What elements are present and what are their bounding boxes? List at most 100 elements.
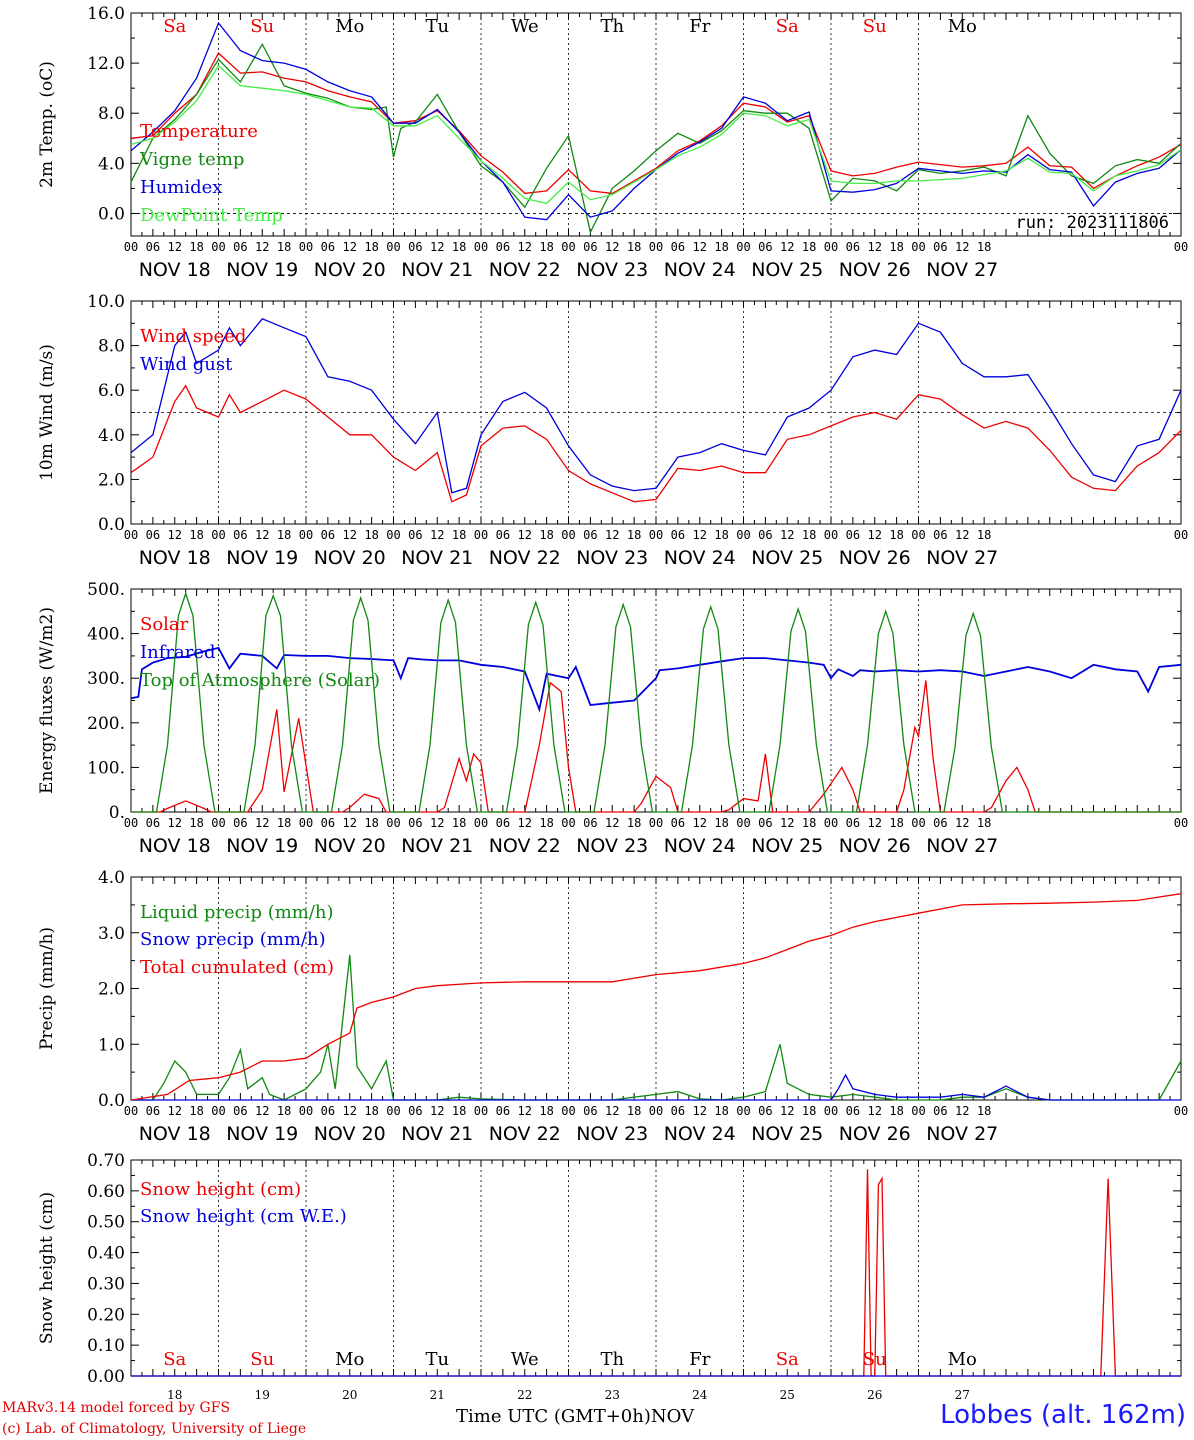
hour-tick-label: 18 (189, 528, 203, 542)
series-line-green (131, 591, 1181, 813)
hour-tick-label: 06 (408, 816, 422, 830)
y-tick-label: 8.0 (98, 337, 125, 357)
hour-tick-label: 06 (933, 816, 947, 830)
hour-tick-label: 18 (189, 816, 203, 830)
y-tick-label: 4.0 (98, 868, 125, 888)
hour-tick-label: 06 (496, 240, 510, 254)
day-number-label: 24 (692, 1388, 708, 1402)
date-label: NOV 19 (226, 547, 298, 569)
hour-tick-label: 06 (496, 528, 510, 542)
y-tick-label: 4.0 (98, 154, 125, 174)
hour-tick-label: 00 (561, 1104, 575, 1118)
hour-tick-label: 18 (364, 1104, 378, 1118)
hour-tick-label: 12 (430, 240, 444, 254)
hour-tick-label: 00 (911, 816, 925, 830)
series-line-green (130, 42, 1182, 235)
series-line-red (130, 893, 1182, 1101)
weekday-label: Mo (948, 1349, 977, 1370)
date-label: NOV 25 (751, 1123, 823, 1145)
date-label: NOV 26 (839, 1123, 911, 1145)
y-tick-label: 12.0 (87, 54, 125, 74)
legend-entry: Wind gust (140, 354, 233, 375)
hour-tick-label: 00 (386, 528, 400, 542)
date-label: NOV 22 (489, 835, 561, 857)
hour-tick-label: 00 (124, 528, 138, 542)
hour-tick-label: 18 (889, 1104, 903, 1118)
hour-tick-label: 00 (299, 816, 313, 830)
series-line-blue (130, 318, 1182, 494)
hour-tick-label: 12 (780, 528, 794, 542)
hour-tick-label: 12 (868, 1104, 882, 1118)
hour-tick-label: 00 (911, 240, 925, 254)
hour-tick-label: 18 (714, 1104, 728, 1118)
y-tick-label: 0.20 (87, 1305, 125, 1325)
hour-tick-label: 06 (408, 528, 422, 542)
hour-tick-label: 00 (824, 528, 838, 542)
hour-tick-label: 00 (299, 1104, 313, 1118)
hour-tick-label: 06 (321, 240, 335, 254)
hour-tick-label: 18 (802, 528, 816, 542)
hour-tick-label: 06 (583, 240, 597, 254)
y-axis-label: 10m Wind (m/s) (37, 344, 57, 481)
weekday-label: Fr (689, 16, 710, 37)
weekday-label: Mo (335, 1349, 364, 1370)
hour-tick-label: 00 (911, 528, 925, 542)
legend-entry: Vigne temp (139, 149, 244, 170)
day-number-label: 23 (605, 1388, 620, 1402)
hour-tick-label: 12 (955, 816, 969, 830)
hour-tick-label: 12 (518, 528, 532, 542)
weekday-label: Su (863, 16, 887, 37)
hour-tick-label: 18 (627, 816, 641, 830)
weekday-label: Mo (948, 16, 977, 37)
y-axis-label: Energy fluxes (W/m2) (37, 607, 57, 794)
date-label: NOV 23 (576, 259, 648, 281)
series-line-lightgreen (130, 64, 1182, 205)
y-tick-label: 10.0 (87, 292, 125, 312)
hour-tick-label: 18 (977, 240, 991, 254)
weekday-label: Fr (689, 1349, 710, 1370)
date-label: NOV 26 (839, 835, 911, 857)
hour-tick-label: 12 (693, 528, 707, 542)
date-label: NOV 23 (576, 547, 648, 569)
legend-entry: Wind speed (140, 326, 246, 347)
hour-tick-label: 12 (605, 240, 619, 254)
hour-tick-label: 06 (496, 816, 510, 830)
date-label: NOV 22 (489, 547, 561, 569)
hour-tick-label: 00 (386, 240, 400, 254)
hour-tick-label: 00 (561, 528, 575, 542)
hour-tick-label: 18 (977, 1104, 991, 1118)
hour-tick-label: 12 (605, 816, 619, 830)
hour-tick-label: 12 (430, 816, 444, 830)
time-axis-title: Time UTC (GMT+0h) (456, 1406, 651, 1427)
hour-tick-label: 18 (452, 1104, 466, 1118)
weekday-label: Sa (776, 16, 799, 37)
hour-tick-label: 18 (889, 240, 903, 254)
y-tick-label: 6.0 (98, 381, 125, 401)
weekday-label: Sa (163, 1349, 186, 1370)
hour-tick-label: 00 (736, 1104, 750, 1118)
hour-tick-label: 06 (146, 240, 160, 254)
legend-entry: Snow precip (mm/h) (140, 929, 326, 950)
hour-tick-label: 12 (430, 1104, 444, 1118)
hour-tick-label: 06 (233, 240, 247, 254)
date-label: NOV 24 (664, 1123, 736, 1145)
hour-tick-label: 00 (1174, 528, 1188, 542)
hour-tick-label: 18 (189, 240, 203, 254)
hour-tick-label: 12 (343, 816, 357, 830)
date-label: NOV 21 (401, 259, 473, 281)
hour-tick-label: 18 (714, 816, 728, 830)
hour-tick-label: 12 (518, 816, 532, 830)
weekday-label: Sa (163, 16, 186, 37)
hour-tick-label: 18 (889, 816, 903, 830)
hour-tick-label: 12 (168, 1104, 182, 1118)
hour-tick-label: 12 (518, 240, 532, 254)
hour-tick-label: 18 (802, 816, 816, 830)
hour-tick-label: 12 (255, 816, 269, 830)
hour-tick-label: 00 (911, 1104, 925, 1118)
date-label: NOV 27 (926, 835, 998, 857)
legend-entry: Solar (140, 614, 189, 635)
hour-tick-label: 18 (977, 528, 991, 542)
y-tick-label: 8.0 (98, 104, 125, 124)
